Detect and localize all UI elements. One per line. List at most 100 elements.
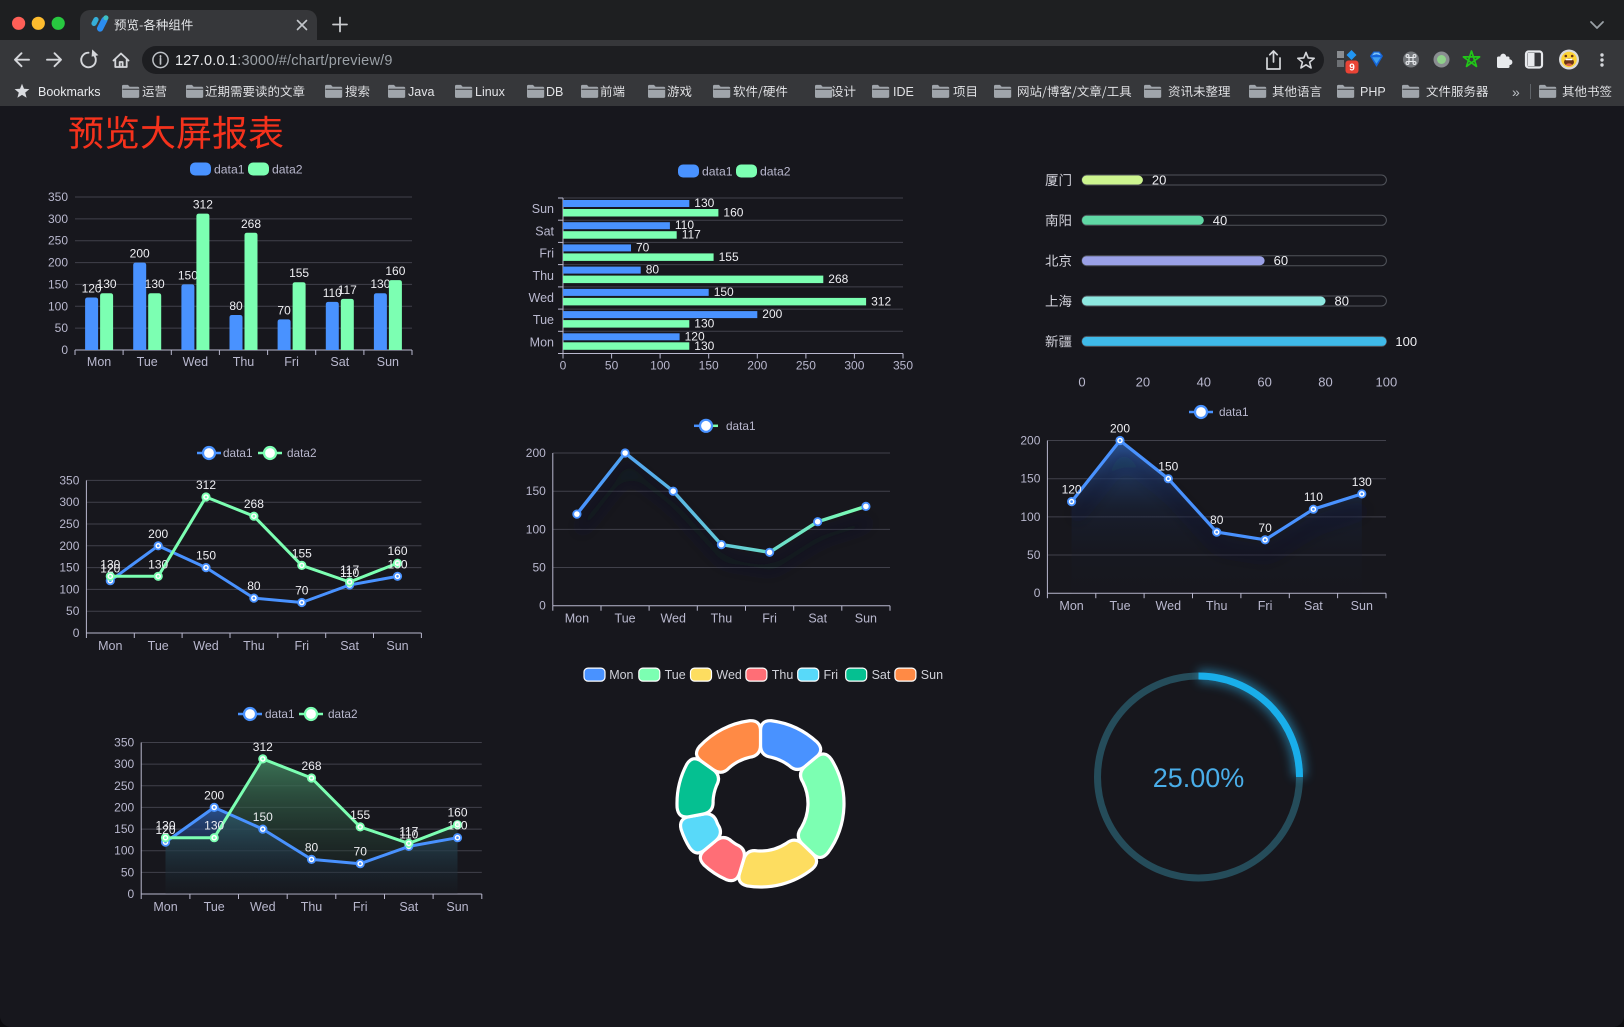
- svg-text:Sun: Sun: [386, 639, 408, 653]
- svg-text:50: 50: [121, 865, 135, 879]
- svg-text:130: 130: [694, 317, 714, 331]
- svg-text:312: 312: [196, 478, 216, 492]
- svg-text:312: 312: [253, 740, 273, 754]
- svg-text:160: 160: [387, 544, 407, 558]
- svg-text:300: 300: [59, 495, 79, 509]
- svg-text:data2: data2: [328, 707, 358, 721]
- svg-text:80: 80: [1318, 375, 1332, 390]
- svg-text:40: 40: [1213, 213, 1227, 228]
- svg-text:80: 80: [305, 840, 319, 854]
- svg-text:110: 110: [675, 218, 694, 232]
- svg-text:Sun: Sun: [921, 668, 943, 682]
- svg-text:Tue: Tue: [1109, 599, 1130, 613]
- svg-text:data2: data2: [287, 446, 317, 460]
- svg-text:Sat: Sat: [872, 668, 891, 682]
- svg-text:117: 117: [340, 563, 359, 577]
- svg-text:50: 50: [66, 604, 80, 618]
- svg-text:data1: data1: [214, 163, 245, 177]
- svg-text:Wed: Wed: [193, 639, 219, 653]
- svg-text:Wed: Wed: [1156, 599, 1182, 613]
- svg-text:50: 50: [605, 359, 619, 373]
- svg-text:Tue: Tue: [665, 668, 686, 682]
- svg-text:Sat: Sat: [808, 612, 827, 626]
- svg-text:150: 150: [253, 810, 273, 824]
- svg-text:110: 110: [323, 286, 342, 300]
- svg-text:Sat: Sat: [1304, 599, 1323, 613]
- svg-text:312: 312: [871, 294, 891, 308]
- svg-text:155: 155: [292, 546, 312, 560]
- svg-text:150: 150: [1158, 460, 1178, 474]
- svg-text:Sun: Sun: [377, 355, 399, 369]
- svg-text:Sun: Sun: [1351, 599, 1373, 613]
- svg-text:130: 130: [694, 196, 714, 210]
- svg-text:150: 150: [526, 484, 546, 498]
- svg-text:100: 100: [48, 299, 68, 313]
- svg-text:data1: data1: [702, 165, 733, 179]
- svg-text:200: 200: [747, 359, 767, 373]
- svg-text:120: 120: [82, 282, 102, 296]
- svg-text:130: 130: [155, 819, 175, 833]
- svg-text:0: 0: [73, 626, 80, 640]
- svg-text:100: 100: [1395, 334, 1417, 349]
- svg-text:Tue: Tue: [533, 313, 554, 327]
- svg-text:150: 150: [178, 268, 198, 282]
- svg-text:data1: data1: [726, 419, 756, 433]
- svg-text:Mon: Mon: [153, 900, 177, 914]
- svg-text:200: 200: [48, 256, 68, 270]
- svg-text:268: 268: [244, 497, 264, 511]
- svg-text:Fri: Fri: [539, 247, 554, 261]
- svg-text:DB: DB: [546, 85, 563, 99]
- svg-text:Fri: Fri: [353, 900, 368, 914]
- svg-text:160: 160: [447, 806, 467, 820]
- svg-text:100: 100: [114, 844, 134, 858]
- svg-text:150: 150: [59, 561, 79, 575]
- svg-text:Fri: Fri: [762, 612, 777, 626]
- svg-text:60: 60: [1274, 253, 1288, 268]
- svg-text:200: 200: [526, 446, 546, 460]
- svg-text:120: 120: [155, 823, 175, 837]
- svg-text:100: 100: [1020, 510, 1040, 524]
- svg-text:100: 100: [650, 359, 670, 373]
- svg-text:130: 130: [204, 819, 224, 833]
- svg-text:200: 200: [59, 539, 79, 553]
- svg-text:155: 155: [289, 266, 309, 280]
- svg-text:Sat: Sat: [330, 355, 349, 369]
- svg-text:Mon: Mon: [565, 612, 589, 626]
- svg-text:80: 80: [1335, 294, 1349, 309]
- svg-text:312: 312: [193, 198, 213, 212]
- svg-text:70: 70: [636, 240, 650, 254]
- svg-text:200: 200: [130, 247, 150, 261]
- svg-text:70: 70: [295, 584, 309, 598]
- svg-text:Thu: Thu: [1206, 599, 1228, 613]
- svg-text:80: 80: [247, 579, 261, 593]
- svg-text:Java: Java: [408, 85, 434, 99]
- svg-text:20: 20: [1136, 375, 1150, 390]
- svg-text:data2: data2: [760, 165, 791, 179]
- svg-text:268: 268: [241, 217, 261, 231]
- svg-text:40: 40: [1197, 375, 1211, 390]
- svg-text:100: 100: [526, 522, 546, 536]
- svg-text:Sun: Sun: [532, 202, 554, 216]
- svg-text:Mon: Mon: [87, 355, 111, 369]
- svg-text:155: 155: [350, 808, 370, 822]
- svg-text:IDE: IDE: [893, 85, 914, 99]
- svg-text:160: 160: [385, 264, 405, 278]
- svg-text:»: »: [1512, 84, 1520, 100]
- svg-text:80: 80: [646, 263, 660, 277]
- svg-text:Fri: Fri: [295, 639, 310, 653]
- svg-text:150: 150: [699, 359, 719, 373]
- svg-text:350: 350: [48, 190, 68, 204]
- svg-text:Thu: Thu: [243, 639, 265, 653]
- svg-text:data1: data1: [1219, 405, 1249, 419]
- svg-text:Tue: Tue: [615, 612, 636, 626]
- svg-text:155: 155: [719, 250, 739, 264]
- svg-text:0: 0: [1034, 586, 1041, 600]
- svg-text:130: 130: [97, 277, 117, 291]
- svg-text:Sun: Sun: [446, 900, 468, 914]
- svg-text:50: 50: [55, 321, 69, 335]
- svg-text:250: 250: [59, 517, 79, 531]
- svg-text:0: 0: [61, 343, 68, 357]
- svg-text:Sun: Sun: [855, 612, 877, 626]
- svg-text:Tue: Tue: [204, 900, 225, 914]
- svg-text:Fri: Fri: [1258, 599, 1273, 613]
